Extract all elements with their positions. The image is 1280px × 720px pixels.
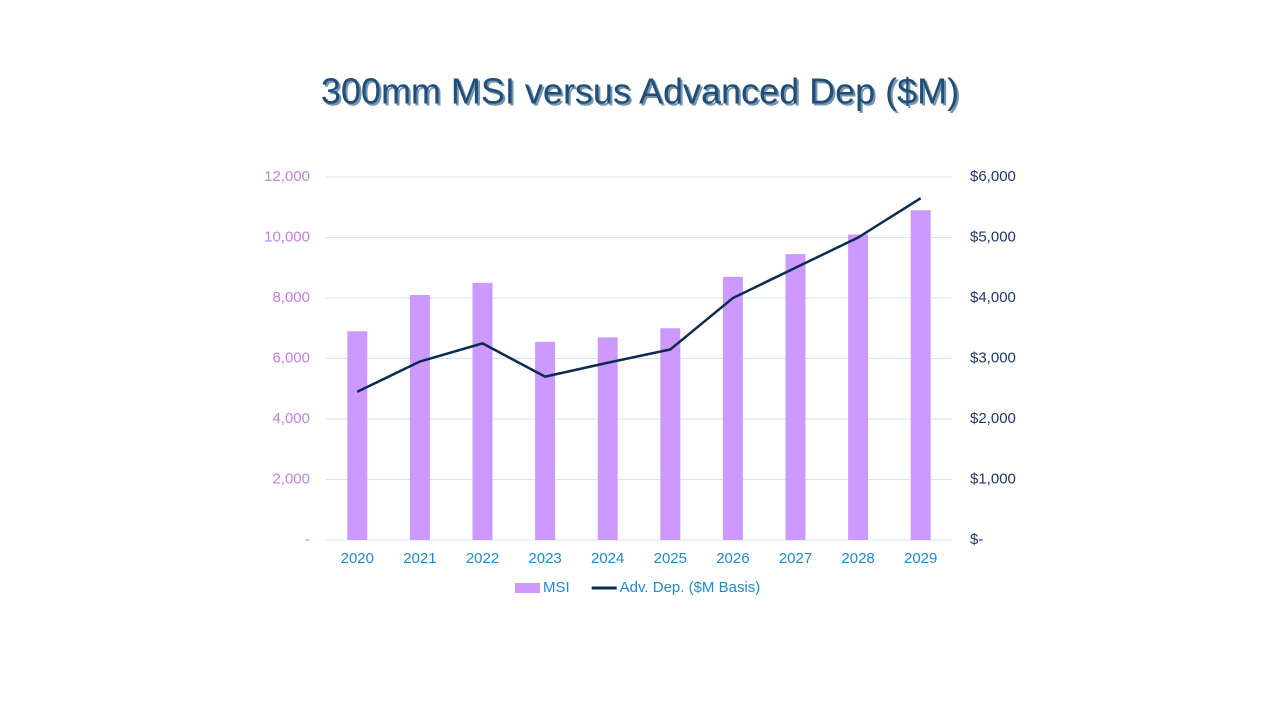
y2-tick-label: $- [970,531,983,548]
bar [472,282,493,540]
bar [848,234,869,540]
bar [660,328,681,540]
x-tick-label: 2022 [466,550,499,567]
x-tick-label: 2026 [716,550,749,567]
bar [910,210,931,540]
bar [347,331,368,540]
y-tick-label: 12,000 [264,168,310,185]
y-tick-label: 4,000 [272,410,310,427]
bar [722,276,743,540]
chart-title-shadow: 300mm MSI versus Advanced Dep ($M) [323,73,961,114]
y2-tick-label: $1,000 [970,470,1016,487]
chart-title: 300mm MSI versus Advanced Dep ($M) [321,71,959,112]
y2-tick-label: $2,000 [970,410,1016,427]
y-tick-label: 10,000 [264,228,310,245]
y-tick-label: 8,000 [272,289,310,306]
legend-label: Adv. Dep. ($M Basis) [620,579,761,596]
y-tick-label: 6,000 [272,349,310,366]
x-tick-label: 2021 [403,550,436,567]
bar [409,294,430,540]
x-tick-label: 2029 [904,550,937,567]
y-tick-label: - [305,531,310,548]
y2-tick-label: $3,000 [970,349,1016,366]
y2-tick-label: $4,000 [970,289,1016,306]
line [356,197,922,393]
y2-tick-label: $6,000 [970,168,1016,185]
x-tick-label: 2020 [341,550,374,567]
y-tick-label: 2,000 [272,470,310,487]
y2-tick-label: $5,000 [970,228,1016,245]
x-tick-label: 2027 [779,550,812,567]
bar [785,254,806,540]
legend-swatch [515,583,540,593]
bar [597,337,618,540]
bar [535,341,556,540]
x-tick-label: 2023 [528,550,561,567]
x-tick-label: 2028 [841,550,874,567]
x-tick-label: 2025 [654,550,687,567]
x-tick-label: 2024 [591,550,624,567]
legend-label: MSI [543,579,570,596]
